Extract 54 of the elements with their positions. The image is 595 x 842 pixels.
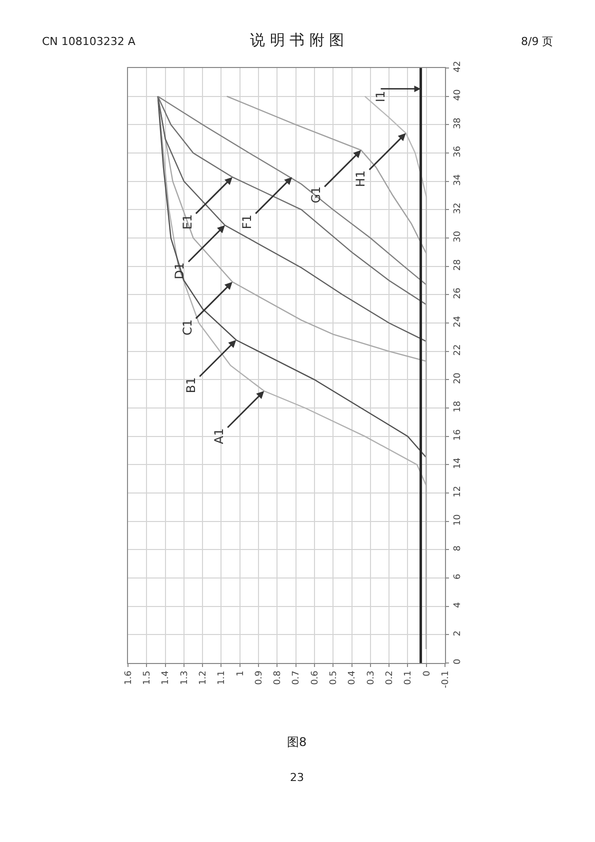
- y-tick-label: 20: [452, 372, 463, 384]
- x-tick-label: 0.2: [384, 670, 395, 685]
- x-tick-label: 1.3: [180, 670, 190, 685]
- x-tick-label: 0.1: [404, 670, 414, 685]
- text: CN 108103232 A: [42, 35, 136, 48]
- y-tick-label: 14: [452, 457, 463, 470]
- y-tick-label: 30: [452, 230, 463, 242]
- annotation: H1: [354, 170, 368, 188]
- annotation: B1: [184, 377, 198, 394]
- y-tick-label: 32: [452, 202, 463, 214]
- text: 23: [290, 771, 304, 784]
- y-tick-label: 4: [452, 602, 463, 608]
- text: 说 明 书 附 图: [250, 31, 344, 49]
- y-tick-label: 40: [452, 88, 463, 101]
- x-tick-label: 1.2: [198, 670, 209, 685]
- x-tick-label: 1.1: [217, 670, 228, 685]
- x-tick-label: 1.4: [161, 670, 172, 685]
- y-tick-label: 0: [452, 658, 463, 665]
- x-tick-label: 0: [422, 670, 432, 676]
- x-tick-label: 0.4: [348, 670, 358, 685]
- x-tick-label: 0.7: [292, 670, 302, 685]
- y-tick-label: 18: [452, 400, 463, 412]
- y-tick-label: 38: [452, 117, 463, 130]
- x-tick-label: 0.5: [329, 670, 340, 685]
- annotation: E1: [180, 214, 194, 230]
- x-tick-label: 0.8: [273, 670, 284, 685]
- y-tick-label: 8: [452, 545, 463, 552]
- y-tick-label: 34: [452, 174, 463, 186]
- y-tick-label: 26: [452, 287, 463, 300]
- x-tick-label: -0.1: [440, 670, 451, 688]
- annotation: C1: [180, 319, 194, 336]
- y-tick-label: 36: [452, 146, 463, 158]
- x-tick-label: 1.6: [124, 670, 134, 685]
- annotation: D1: [172, 262, 187, 280]
- annotation: A1: [212, 428, 226, 444]
- y-tick-label: 2: [452, 630, 463, 636]
- annotation: F1: [240, 214, 254, 230]
- y-tick-label: 6: [452, 574, 463, 580]
- annotation: G1: [308, 186, 323, 204]
- x-tick-label: 0.9: [254, 670, 264, 685]
- ref-line-label: I1: [373, 90, 388, 102]
- y-tick-label: 28: [452, 258, 463, 271]
- text: 8/9 页: [521, 35, 554, 48]
- caption: 图8: [287, 735, 307, 749]
- x-tick-label: 1.5: [142, 670, 153, 685]
- x-tick-label: 1: [236, 670, 246, 676]
- y-tick-label: 16: [452, 428, 463, 441]
- y-tick-label: 10: [452, 514, 463, 526]
- y-tick-label: 42: [452, 60, 463, 72]
- y-tick-label: 24: [452, 316, 463, 328]
- x-tick-label: 0.6: [310, 670, 320, 685]
- x-tick-label: 0.3: [366, 670, 376, 685]
- y-tick-label: 12: [452, 486, 463, 498]
- y-tick-label: 22: [452, 344, 463, 356]
